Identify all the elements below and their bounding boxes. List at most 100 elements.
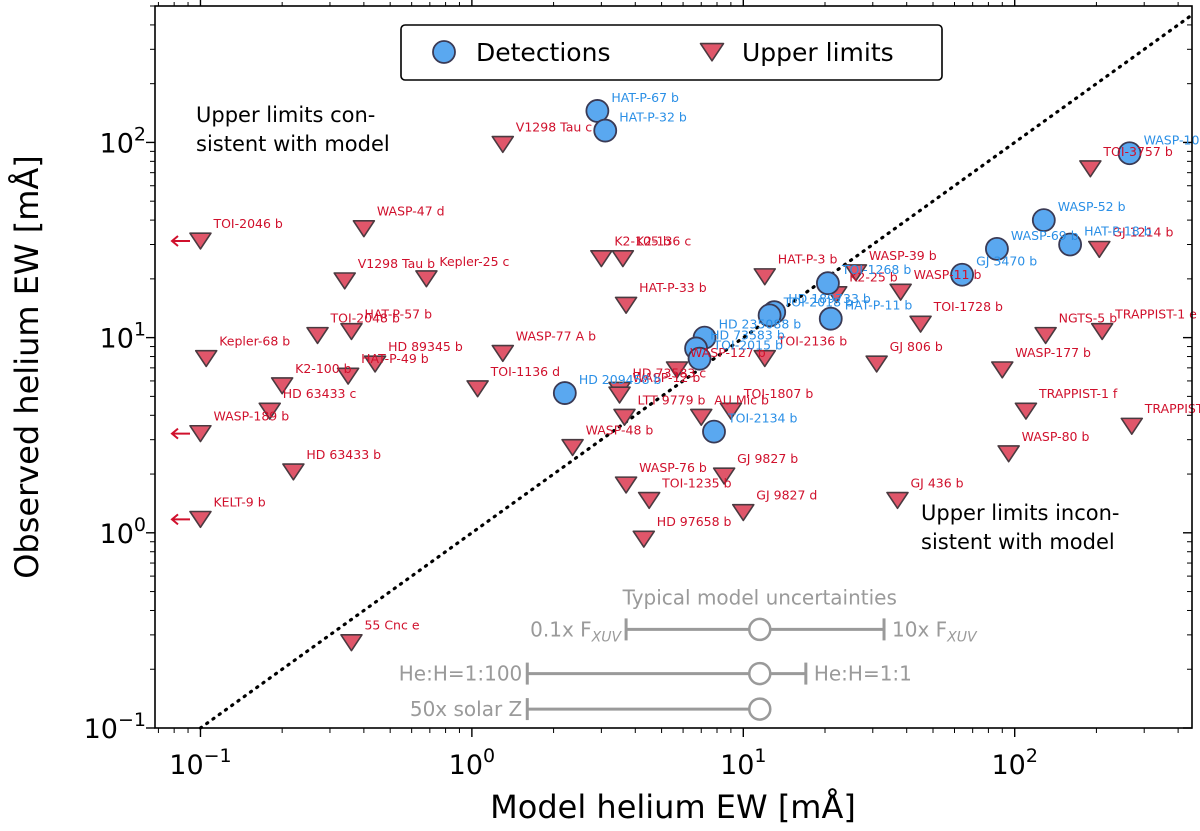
detection-label: HD 189733 b	[788, 291, 871, 306]
uncertainty-label-main: He:H=1:1	[814, 662, 912, 686]
upper-limit-label: TOI-1807 b	[743, 386, 813, 401]
upper-limit-label: HD 63433 b	[306, 447, 381, 462]
upper-limit-marker	[719, 402, 743, 420]
upper-limit-arrowhead	[170, 235, 179, 247]
x-axis-title: Model helium EW [mÅ]	[490, 788, 856, 826]
detection-marker	[950, 262, 975, 287]
upper-limit-marker	[340, 322, 363, 341]
upper-limit-marker	[282, 463, 305, 481]
upper-limit-label: GJ 1214 b	[1112, 224, 1173, 239]
upper-limit-marker	[258, 402, 282, 420]
upper-limit-label: HD 97658 b	[657, 514, 732, 529]
upper-limit-label: TOI-1235 b	[661, 475, 731, 490]
legend-upper-limits-label: Upper limits	[742, 38, 894, 67]
uncertainty-label-sub: XUV	[591, 629, 623, 645]
upper-limit-label: TRAPPIST-1 e	[1114, 307, 1197, 322]
detection-label: HAT-P-67 b	[611, 90, 679, 105]
upper-limit-marker	[336, 367, 360, 385]
upper-limit-marker	[415, 270, 438, 288]
y-axis-title: Observed helium EW [mÅ]	[8, 155, 46, 579]
upper-limit-label: TOI-1136 d	[490, 364, 560, 379]
upper-limit-label: WASP-47 d	[377, 204, 445, 219]
uncertainty-label-main: 0.1x F	[530, 617, 592, 641]
upper-limit-marker	[689, 408, 713, 427]
y-tick-label: 102	[100, 123, 146, 159]
legend-detections-label: Detections	[476, 38, 610, 67]
upper-limit-marker	[909, 315, 932, 333]
upper-limit-marker	[632, 530, 656, 548]
upper-limit-label: TRAPPIST-1 b	[1144, 401, 1200, 416]
y-tick-exponent: 1	[134, 319, 146, 341]
point-labels: V1298 Tau c TOI-3757 b TOI-2046 b WASP-47 d…	[170, 90, 1200, 633]
upper-limit-label: 55 Cnc e	[364, 618, 419, 633]
upper-limit-label: WASP-189 b	[213, 409, 289, 424]
upper-limit-label: TOI-2136 b	[777, 334, 847, 349]
upper-limit-marker	[712, 467, 736, 485]
y-tick-base: 10	[100, 519, 134, 550]
uncertainty-left-label: 0.1x FXUV	[530, 617, 622, 645]
detection-marker	[818, 306, 843, 331]
upper-limit-label: WASP-80 b	[1022, 429, 1090, 444]
detection-label: TOI-2018 b	[783, 294, 853, 309]
uncertainty-right-label: He:H=1:1	[814, 662, 912, 686]
detection-marker	[816, 271, 840, 296]
y-tick-label: 101	[100, 319, 146, 355]
y-tick-base: 10	[100, 324, 134, 355]
detection-label: HAT-P-11 b	[845, 298, 913, 313]
upper-limit-label: GJ 806 b	[890, 339, 943, 354]
detection-label: TOI-1268 b	[841, 262, 911, 277]
detection-label: HD 235088 b	[719, 317, 802, 332]
uncertainty-label-sub: XUV	[946, 629, 978, 645]
upper-limit-arrowhead	[170, 513, 179, 526]
annotation-bottom-right: Upper limits incon-	[921, 501, 1120, 525]
detection-marker	[593, 118, 618, 143]
upper-limit-label: WASP-177 b	[1015, 345, 1091, 360]
y-tick-base: 10	[100, 128, 134, 159]
upper-limit-marker	[189, 232, 212, 250]
detection-marker	[757, 303, 782, 328]
upper-limit-marker	[189, 510, 212, 529]
detection-marker	[1117, 141, 1142, 166]
uncertainty-left-label: 50x solar Z	[410, 697, 522, 721]
upper-limit-label: WASP-48 b	[586, 423, 654, 438]
detection-label: TOI-2015 b	[713, 338, 783, 353]
uncertainty-center-marker	[748, 661, 772, 686]
upper-limit-label: HD 89345 b	[388, 339, 463, 354]
upper-limit-label: WASP-76 b	[639, 460, 707, 475]
detection-label: TOI-2134 b	[727, 411, 797, 426]
upper-limit-label: HAT-P-49 b	[361, 351, 429, 366]
upper-limit-marker	[306, 326, 329, 345]
upper-limit-marker	[608, 386, 631, 404]
upper-limit-marker	[753, 349, 777, 368]
legend-upper-limit-marker	[699, 42, 725, 62]
uncertainty-label-main: He:H=1:100	[399, 662, 523, 686]
x-tick-base: 10	[449, 750, 483, 781]
upper-limit-label: TOI-2046 b	[212, 216, 282, 231]
upper-limit-marker	[491, 135, 515, 154]
upper-limit-marker	[1014, 402, 1038, 420]
upper-limit-label: K2-25 b	[849, 270, 898, 285]
upper-limit-marker	[889, 283, 912, 301]
upper-limit-label: WASP-39 b	[869, 248, 937, 263]
annotations: Upper limits con-sistent with model Upper…	[196, 103, 1120, 554]
upper-limit-marker	[333, 272, 357, 290]
upper-limit-marker	[731, 503, 755, 522]
detection-label: WASP-52 b	[1058, 199, 1126, 214]
upper-limit-label: WASP-77 A b	[516, 328, 596, 343]
upper-limit-label: V1298 Tau b	[358, 256, 435, 271]
upper-limit-label: GJ 9827 b	[737, 451, 798, 466]
upper-limit-marker	[1034, 326, 1057, 345]
annotation-top-left: sistent with model	[196, 132, 390, 156]
annotation-bottom-right: sistent with model	[921, 530, 1115, 554]
upper-limit-marker	[561, 438, 584, 457]
x-tick-base: 10	[991, 750, 1025, 781]
upper-limit-marker	[1088, 240, 1111, 259]
x-tick-base: 10	[720, 750, 754, 781]
upper-limit-label: TOI-1728 b	[933, 299, 1003, 314]
upper-limit-label: LTT 9779 b	[637, 392, 705, 407]
x-tick-label: 101	[720, 745, 766, 781]
uncertainty-center-marker	[748, 697, 772, 721]
